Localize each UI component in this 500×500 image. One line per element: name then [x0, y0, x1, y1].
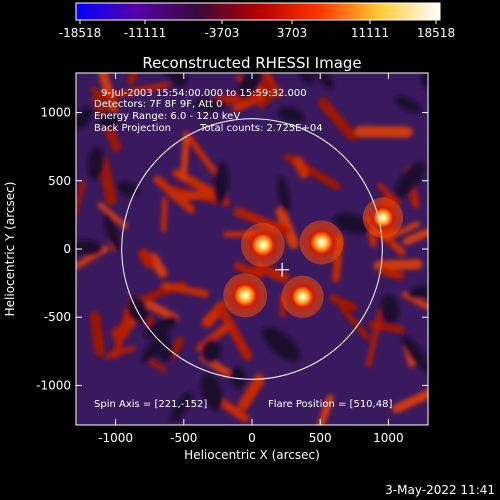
- plot-area: [76, 73, 428, 425]
- y-tick-label: -500: [44, 310, 71, 324]
- sidelobe-stripe: [217, 305, 253, 361]
- sidelobe-stripe: [180, 135, 190, 182]
- sidelobe-stripe: [233, 262, 264, 279]
- energy-range-label: Energy Range: 6.0 - 12.0 keV: [94, 111, 240, 122]
- sidelobe-stripe: [161, 197, 168, 232]
- sidelobe-trough: [76, 239, 103, 257]
- sidelobe-stripe: [254, 262, 290, 283]
- flare-source: [246, 228, 279, 261]
- x-tick-label: 0: [248, 431, 256, 445]
- total-counts-label: Total counts: 2.725E+04: [199, 123, 323, 134]
- sidelobe-stripe: [147, 358, 167, 373]
- sidelobe-stripe: [317, 394, 334, 425]
- sidelobe-stripe: [261, 78, 272, 105]
- flare-source: [305, 226, 338, 259]
- x-axis-ticks: -1000 -500 0 500 1000: [98, 73, 404, 445]
- sidelobe-trough: [298, 73, 315, 85]
- sidelobe-stripe: [383, 221, 420, 242]
- colorbar-tick-label: -18518: [59, 26, 102, 40]
- sidelobe-trough: [394, 161, 426, 199]
- sidelobe-pattern: [76, 73, 428, 425]
- sidelobe-trough: [333, 213, 373, 235]
- sidelobe-trough: [277, 106, 305, 124]
- spin-axis-crosshair: [275, 262, 290, 277]
- sidelobe-stripe: [329, 294, 358, 312]
- sidelobe-trough: [213, 161, 230, 205]
- sidelobe-stripe: [90, 86, 120, 108]
- sidelobe-stripe: [183, 131, 219, 177]
- sidelobe-trough: [99, 110, 120, 130]
- colorbar-tick-label: 11111: [351, 26, 389, 40]
- sidelobe-trough: [116, 181, 139, 197]
- sidelobe-trough: [192, 98, 228, 112]
- flare-source: [229, 279, 262, 312]
- x-tick-label: -1000: [98, 431, 133, 445]
- x-tick-label: 1000: [373, 431, 404, 445]
- sidelobe-trough: [76, 107, 94, 131]
- chart-title: Reconstructed RHESSI Image: [142, 54, 361, 72]
- spin-axis-label: Spin Axis = [221,-152]: [94, 399, 207, 410]
- sidelobe-trough: [316, 73, 334, 90]
- sidelobe-trough: [87, 146, 105, 181]
- sidelobe-stripe: [293, 156, 309, 179]
- colorbar-tick-label: -3703: [205, 26, 240, 40]
- sidelobe-stripe: [138, 296, 180, 323]
- sidelobe-trough: [104, 212, 121, 253]
- flare-source: [368, 203, 398, 232]
- colorbar-tick-label: -11111: [124, 26, 167, 40]
- sidelobe-stripe: [354, 126, 413, 138]
- sidelobe-trough: [170, 391, 193, 423]
- y-tick-label: 500: [48, 174, 71, 188]
- sidelobe-stripe: [392, 385, 428, 414]
- sidelobe-trough: [141, 332, 169, 363]
- detectors-label: Detectors: 7F 8F 9F, Att 0: [94, 99, 222, 110]
- colorbar: [75, 2, 441, 21]
- sidelobe-stripe: [338, 303, 371, 341]
- flare-position-label: Flare Position = [510,48]: [268, 399, 392, 410]
- sidelobe-stripe: [238, 374, 265, 411]
- colorbar-tick-label: 18518: [417, 26, 455, 40]
- sidelobe-stripe: [402, 222, 428, 246]
- sidelobe-stripe: [138, 249, 155, 269]
- x-tick-label: -500: [170, 431, 197, 445]
- sidelobe-stripe: [106, 82, 170, 99]
- footer-date: 3-May-2022 11:41: [385, 483, 495, 497]
- sidelobe-trough: [394, 96, 422, 113]
- sidelobe-stripe: [161, 282, 209, 298]
- y-tick-label: 1000: [40, 106, 71, 120]
- method-label: Back Projection: [94, 123, 171, 134]
- sidelobe-trough: [200, 372, 224, 412]
- sidelobe-trough: [229, 366, 247, 390]
- colorbar-tick-label: 3703: [277, 26, 308, 40]
- colorbar-ticks: -18518 -11111 -3703 3703 11111 18518: [59, 20, 455, 40]
- sidelobe-stripe: [97, 202, 128, 229]
- x-axis-title: Heliocentric X (arcsec): [184, 448, 320, 462]
- sidelobe-trough: [262, 327, 301, 362]
- time-range-label: 9-Jul-2003 15:54:00.000 to 15:59:32.000: [101, 88, 307, 99]
- sidelobe-trough: [126, 296, 149, 324]
- sidelobe-trough: [277, 175, 291, 214]
- sidelobe-trough: [201, 339, 221, 364]
- flare-source: [287, 281, 318, 312]
- sidelobe-stripe: [215, 396, 250, 423]
- y-tick-label: -1000: [36, 378, 71, 392]
- sidelobe-trough: [401, 335, 428, 374]
- x-tick-label: 500: [309, 431, 332, 445]
- sidelobe-trough: [380, 294, 400, 325]
- y-axis-title: Heliocentric Y (arcsec): [3, 182, 17, 317]
- sidelobe-stripe: [317, 97, 358, 142]
- sidelobe-stripe: [76, 180, 86, 219]
- sidelobe-stripe: [365, 307, 384, 368]
- sidelobe-trough: [407, 285, 428, 299]
- sidelobe-trough: [237, 73, 263, 99]
- sidelobe-stripe: [89, 311, 105, 357]
- sidelobe-stripe: [260, 73, 283, 98]
- solar-limb: [121, 118, 383, 380]
- flare-sources: [223, 197, 404, 318]
- y-tick-label: 0: [63, 242, 71, 256]
- sidelobe-stripe: [377, 266, 405, 280]
- sidelobe-stripe: [376, 182, 401, 206]
- y-axis-ticks: -1000 -500 0 500 1000: [36, 106, 428, 392]
